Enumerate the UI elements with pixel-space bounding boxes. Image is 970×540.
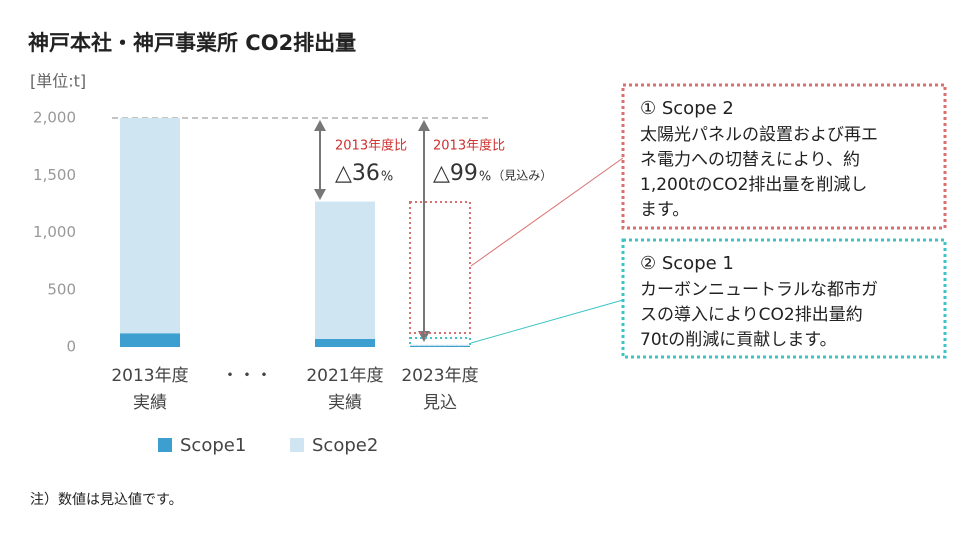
y-tick-label: 1,000: [33, 223, 76, 241]
bar-segment: [315, 338, 375, 347]
y-tick-label: 2,000: [33, 109, 76, 127]
x-tick-label: 実績: [328, 393, 362, 413]
legend-label: Scope2: [312, 435, 378, 456]
x-tick-label: 2023年度: [401, 366, 478, 386]
x-tick-label: 2021年度: [306, 366, 383, 386]
callout-box: [621, 238, 947, 359]
x-tick-label: 見込: [423, 393, 457, 413]
arrow-head: [418, 120, 430, 131]
footnote: 注）数値は見込値です。: [30, 492, 183, 508]
callout-heading: ① Scope 2: [640, 98, 734, 119]
callout-box: [621, 83, 947, 230]
y-tick-label: 500: [47, 280, 76, 298]
legend-swatch: [290, 438, 304, 452]
reduction-box: [409, 201, 471, 334]
y-tick-label: 1,500: [33, 166, 76, 184]
unit-label: [単位:t]: [30, 72, 86, 91]
annotation-value: △36: [335, 161, 380, 186]
legend-swatch: [158, 438, 172, 452]
annotation-unit: %: [381, 170, 393, 185]
callout-text: スの導入によりCO2排出量約: [640, 305, 863, 325]
leader-line: [470, 157, 624, 267]
y-tick-label: 0: [66, 338, 76, 356]
annotation-label: 2013年度比: [433, 138, 505, 154]
leader-line: [470, 299, 624, 344]
bar-segment: [120, 118, 180, 334]
callout-text: 1,200tのCO2排出量を削減し: [640, 175, 867, 195]
reduction-box: [409, 337, 471, 347]
chart-title: 神戸本社・神戸事業所 CO2排出量: [28, 31, 356, 55]
callout-text: ネ電力への切替えにより、約: [640, 150, 860, 170]
annotation-label: 2013年度比: [335, 138, 407, 154]
annotation-value: △99: [433, 161, 478, 186]
arrow-head: [314, 120, 326, 131]
legend-label: Scope1: [180, 435, 246, 456]
callout-heading: ② Scope 1: [640, 253, 734, 274]
arrow-head: [314, 189, 326, 200]
callout-text: ます。: [640, 200, 689, 220]
annotation-unit: %: [479, 170, 491, 185]
bar-segment: [120, 333, 180, 347]
bar-segment: [410, 344, 470, 346]
annotation-note: （見込み）: [492, 169, 552, 183]
x-tick-label: 2013年度: [111, 366, 188, 386]
callout-text: 太陽光パネルの設置および再エ: [640, 125, 878, 145]
x-tick-label: ・・・: [222, 366, 273, 386]
bar-segment: [410, 345, 470, 347]
x-tick-label: 実績: [133, 393, 167, 413]
callout-text: カーボンニュートラルな都市ガ: [640, 280, 878, 300]
callout-text: 70tの削減に貢献します。: [640, 330, 837, 350]
bar-segment: [315, 201, 375, 339]
